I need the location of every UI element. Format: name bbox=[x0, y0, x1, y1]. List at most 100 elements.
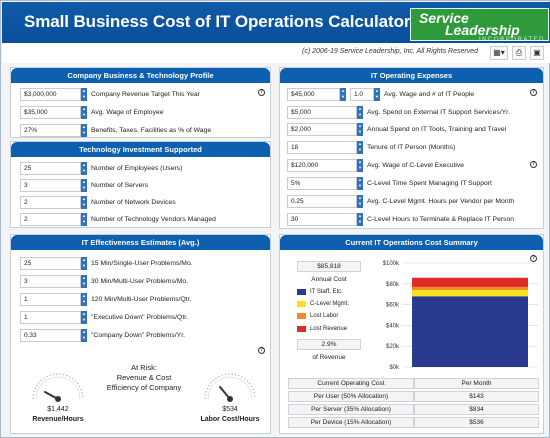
at-risk-line-1: At Risk: bbox=[131, 363, 157, 372]
bar-segment-lost-revenue bbox=[412, 277, 528, 287]
panel-title: Company Business & Technology Profile bbox=[11, 68, 270, 83]
it-operating-expenses-panel: IT Operating Expenses $45,000 ▲ ▼ 1.0 ▲ ▼ … bbox=[279, 67, 544, 229]
table-cell: Per Device (15% Allocation) bbox=[288, 417, 414, 428]
labor-cost-gauge-value: $534 bbox=[222, 406, 238, 413]
it-wage-input[interactable]: $45,000 bbox=[287, 88, 340, 101]
help-icon[interactable]: ? bbox=[530, 89, 537, 96]
field-label: C-Level Hours to Terminate & Replace IT … bbox=[367, 216, 515, 223]
spinner-icon[interactable]: ▲ ▼ bbox=[357, 195, 363, 208]
input-row: $120,000 ▲ ▼ Avg. Wage of C-Level Executi… bbox=[287, 159, 464, 172]
app-header: Small Business Cost of IT Operations Cal… bbox=[2, 2, 550, 43]
it-tools-input[interactable]: $2,000 bbox=[287, 123, 357, 136]
it-tenure-input[interactable]: 18 bbox=[287, 141, 357, 154]
cost-summary-panel: Current IT Operations Cost Summary ? $85… bbox=[279, 234, 544, 434]
spinner-icon[interactable]: ▲ ▼ bbox=[81, 275, 87, 288]
input-row: 3 ▲ ▼ 30 Min/Multi-User Problems/Mo. bbox=[20, 275, 188, 288]
technology-investment-panel: Technology Investment Supported 25 ▲ ▼ Nu… bbox=[10, 141, 271, 228]
spinner-icon[interactable]: ▲ ▼ bbox=[357, 177, 363, 190]
bar-segment-c-level-mgmt bbox=[412, 290, 528, 297]
logo-text-service: Service bbox=[419, 10, 469, 26]
external-support-input[interactable]: $5,000 bbox=[287, 106, 357, 119]
revenue-gauge-value: $1,442 bbox=[47, 406, 69, 413]
c-level-terminate-hours-input[interactable]: 30 bbox=[287, 213, 357, 226]
help-icon[interactable]: ? bbox=[530, 255, 537, 262]
field-label: Company Revenue Target This Year bbox=[91, 91, 200, 98]
spinner-icon[interactable]: ▲ ▼ bbox=[357, 141, 363, 154]
servers-input[interactable]: 3 bbox=[20, 179, 81, 192]
c-level-time-input[interactable]: 5% bbox=[287, 177, 357, 190]
company-down-input[interactable]: 0.33 bbox=[20, 329, 81, 342]
spinner-icon[interactable]: ▲ ▼ bbox=[81, 124, 87, 137]
logo-text-leadership: Leadership bbox=[445, 22, 520, 38]
legend-lost-revenue: Lost Revenue bbox=[297, 326, 347, 332]
spinner-icon[interactable]: ▲ ▼ bbox=[374, 88, 380, 101]
revenue-gauge bbox=[32, 373, 84, 402]
y-tick-label: $40k bbox=[386, 323, 400, 329]
print-button[interactable]: ⎙ bbox=[512, 46, 526, 60]
help-icon[interactable]: ? bbox=[258, 89, 265, 96]
field-label: Avg. C-Level Mgmt. Hours per Vendor per … bbox=[367, 198, 515, 205]
field-label: Tenure of IT Person (Months) bbox=[367, 144, 456, 151]
legend-swatch bbox=[297, 326, 306, 332]
legend-label: IT Staff, Etc. bbox=[310, 289, 343, 295]
labor-cost-gauge-label: Labor Cost/Hours bbox=[200, 416, 260, 423]
input-row: 18 ▲ ▼ Tenure of IT Person (Months) bbox=[287, 141, 455, 154]
benefits-percent-input[interactable]: 27% bbox=[20, 124, 81, 137]
it-people-count-input[interactable]: 1.0 bbox=[350, 88, 374, 101]
multi-user-problems-month-input[interactable]: 3 bbox=[20, 275, 81, 288]
c-level-wage-input[interactable]: $120,000 bbox=[287, 159, 357, 172]
spinner-icon[interactable]: ▲ ▼ bbox=[81, 106, 87, 119]
legend-lost-labor: Lost Labor bbox=[297, 313, 338, 319]
employee-wage-input[interactable]: $35,000 bbox=[20, 106, 81, 119]
export-menu-button[interactable]: ▦▾ bbox=[490, 46, 508, 60]
input-row: 25 ▲ ▼ Number of Employees (Users) bbox=[20, 162, 182, 175]
percent-revenue-label: of Revenue bbox=[297, 352, 361, 363]
multi-user-problems-qtr-input[interactable]: 1 bbox=[20, 293, 81, 306]
spinner-icon[interactable]: ▲ ▼ bbox=[81, 88, 87, 101]
employees-input[interactable]: 25 bbox=[20, 162, 81, 175]
y-tick-label: $0k bbox=[389, 365, 400, 371]
spinner-icon[interactable]: ▲ ▼ bbox=[81, 213, 87, 226]
table-header-cell: Current Operating Cost bbox=[288, 378, 414, 389]
executive-down-input[interactable]: 1 bbox=[20, 311, 81, 324]
input-row: 0.25 ▲ ▼ Avg. C-Level Mgmt. Hours per Ven… bbox=[287, 195, 514, 208]
legend-label: Lost Revenue bbox=[310, 326, 348, 332]
help-icon[interactable]: ? bbox=[530, 161, 537, 168]
field-label: Number of Employees (Users) bbox=[91, 165, 183, 172]
network-devices-input[interactable]: 2 bbox=[20, 196, 81, 209]
annual-cost-label: Annual Cost bbox=[297, 274, 361, 285]
input-row: 5% ▲ ▼ C-Level Time Spent Managing IT Sup… bbox=[287, 177, 492, 190]
labor-cost-gauge bbox=[204, 373, 256, 402]
spinner-icon[interactable]: ▲ ▼ bbox=[357, 213, 363, 226]
spinner-icon[interactable]: ▲ ▼ bbox=[357, 123, 363, 136]
company-logo: Service Leadership INCORPORATED bbox=[410, 8, 549, 43]
save-icon[interactable]: ▣ bbox=[530, 46, 544, 60]
single-user-problems-input[interactable]: 25 bbox=[20, 257, 81, 270]
c-level-vendor-hours-input[interactable]: 0.25 bbox=[287, 195, 357, 208]
revenue-target-input[interactable]: $3,000,000 bbox=[20, 88, 81, 101]
spinner-icon[interactable]: ▲ ▼ bbox=[357, 159, 363, 172]
y-tick-label: $20k bbox=[386, 344, 400, 350]
spinner-icon[interactable]: ▲ ▼ bbox=[340, 88, 346, 101]
spinner-icon[interactable]: ▲ ▼ bbox=[81, 257, 87, 270]
table-header-cell: Per Month bbox=[414, 378, 539, 389]
vendors-input[interactable]: 2 bbox=[20, 213, 81, 226]
legend-it-staff: IT Staff, Etc. bbox=[297, 289, 343, 295]
copyright-text: (c) 2006-19 Service Leadership, Inc. All… bbox=[302, 48, 478, 55]
spinner-icon[interactable]: ▲ ▼ bbox=[81, 179, 87, 192]
field-label: Avg. Wage of Employee bbox=[91, 109, 164, 116]
panel-title: IT Operating Expenses bbox=[280, 68, 543, 83]
spinner-icon[interactable]: ▲ ▼ bbox=[81, 293, 87, 306]
spinner-icon[interactable]: ▲ ▼ bbox=[81, 329, 87, 342]
it-effectiveness-panel: IT Effectiveness Estimates (Avg.) 25 ▲ ▼ … bbox=[10, 234, 271, 434]
field-label: Avg. Wage and # of IT People bbox=[384, 91, 475, 98]
spinner-icon[interactable]: ▲ ▼ bbox=[357, 106, 363, 119]
table-cell: $536 bbox=[414, 417, 539, 428]
table-cell: $143 bbox=[414, 391, 539, 402]
spinner-icon[interactable]: ▲ ▼ bbox=[81, 311, 87, 324]
legend-swatch bbox=[297, 289, 306, 295]
spinner-icon[interactable]: ▲ ▼ bbox=[81, 162, 87, 175]
help-icon[interactable]: ? bbox=[258, 347, 265, 354]
input-row: 2 ▲ ▼ Number of Technology Vendors Manage… bbox=[20, 213, 216, 226]
spinner-icon[interactable]: ▲ ▼ bbox=[81, 196, 87, 209]
